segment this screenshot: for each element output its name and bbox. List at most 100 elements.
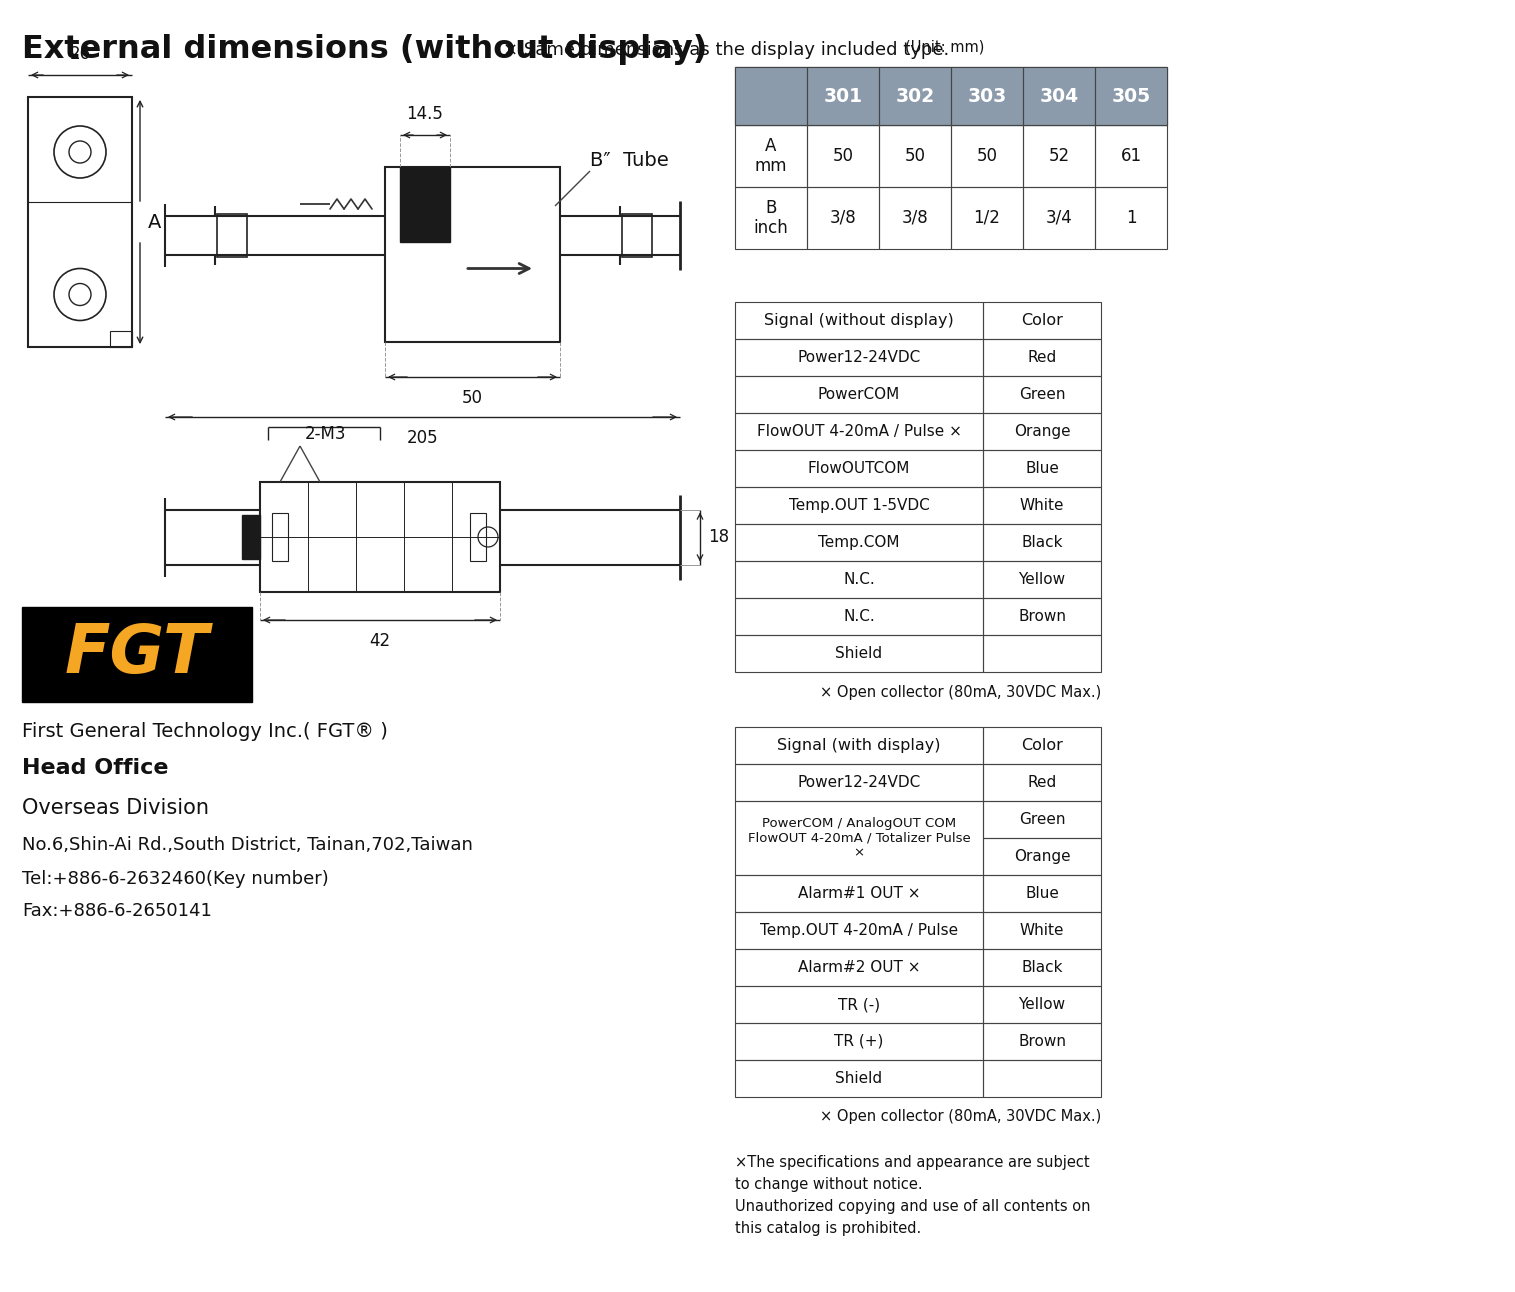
Bar	[735, 339, 983, 376]
Text: 303: 303	[968, 87, 1006, 106]
Bar	[217, 214, 247, 257]
Bar	[807, 67, 879, 125]
Bar	[983, 1059, 1101, 1097]
Bar	[735, 376, 983, 413]
Bar	[735, 525, 983, 561]
Bar	[983, 912, 1101, 950]
Text: to change without notice.: to change without notice.	[735, 1177, 923, 1193]
Text: Overseas Division: Overseas Division	[23, 798, 209, 818]
Bar	[735, 1023, 983, 1059]
Text: Signal (with display): Signal (with display)	[777, 738, 941, 753]
Bar	[735, 302, 983, 339]
Text: N.C.: N.C.	[844, 609, 874, 624]
Bar	[1023, 125, 1095, 187]
Text: Brown: Brown	[1018, 609, 1067, 624]
Bar	[983, 764, 1101, 801]
Text: 3/8: 3/8	[830, 209, 856, 227]
Bar	[983, 413, 1101, 450]
Text: Green: Green	[1018, 388, 1065, 402]
Text: this catalog is prohibited.: this catalog is prohibited.	[735, 1221, 921, 1236]
Bar	[470, 513, 486, 561]
Text: 18: 18	[708, 528, 729, 547]
Text: × Open collector (80mA, 30VDC Max.): × Open collector (80mA, 30VDC Max.)	[820, 1110, 1101, 1124]
Text: 52: 52	[1048, 147, 1070, 165]
Bar	[983, 302, 1101, 339]
Text: Orange: Orange	[1014, 849, 1070, 864]
Text: Black: Black	[1021, 535, 1062, 550]
Bar	[385, 167, 561, 342]
Text: Red: Red	[1027, 350, 1056, 366]
Bar	[983, 950, 1101, 986]
Text: TR (+): TR (+)	[835, 1034, 883, 1049]
Bar	[1095, 67, 1167, 125]
Text: Power12-24VDC: Power12-24VDC	[797, 350, 921, 366]
Bar	[983, 376, 1101, 413]
Text: Blue: Blue	[1026, 886, 1059, 901]
Text: 14.5: 14.5	[406, 105, 444, 123]
Text: Blue: Blue	[1026, 461, 1059, 475]
Text: 50: 50	[904, 147, 926, 165]
Bar	[23, 607, 251, 702]
Text: Green: Green	[1018, 811, 1065, 827]
Bar	[273, 513, 288, 561]
Bar	[1023, 187, 1095, 249]
Bar	[983, 986, 1101, 1023]
Bar	[879, 67, 951, 125]
Text: Signal (without display): Signal (without display)	[764, 313, 954, 328]
Bar	[983, 1023, 1101, 1059]
Text: Shield: Shield	[835, 646, 883, 662]
Text: B″  Tube: B″ Tube	[589, 151, 668, 171]
Bar	[735, 912, 983, 950]
Bar	[735, 1059, 983, 1097]
Text: 2-M3: 2-M3	[305, 425, 345, 443]
Bar	[735, 950, 983, 986]
Text: Yellow: Yellow	[1018, 572, 1065, 587]
Bar	[400, 167, 450, 242]
Bar	[735, 561, 983, 598]
Bar	[735, 801, 983, 875]
Bar	[983, 801, 1101, 839]
Text: 301: 301	[824, 87, 862, 106]
Text: Unauthorized copying and use of all contents on: Unauthorized copying and use of all cont…	[735, 1199, 1091, 1214]
Bar	[807, 187, 879, 249]
Bar	[735, 634, 983, 672]
Bar	[27, 97, 132, 348]
Text: TR (-): TR (-)	[838, 997, 880, 1012]
Text: 3/8: 3/8	[901, 209, 929, 227]
Text: Power12-24VDC: Power12-24VDC	[797, 775, 921, 789]
Text: Color: Color	[1021, 738, 1064, 753]
Bar	[735, 986, 983, 1023]
Text: A
mm: A mm	[754, 137, 788, 176]
Bar	[951, 125, 1023, 187]
Text: (Unit: mm): (Unit: mm)	[904, 40, 985, 56]
Text: 304: 304	[1039, 87, 1079, 106]
Bar	[983, 487, 1101, 525]
Bar	[983, 339, 1101, 376]
Bar	[951, 67, 1023, 125]
Bar	[735, 413, 983, 450]
Bar	[951, 187, 1023, 249]
Bar	[983, 634, 1101, 672]
Text: FlowOUTCOM: FlowOUTCOM	[807, 461, 911, 475]
Text: No.6,Shin-Ai Rd.,South District, Tainan,702,Taiwan: No.6,Shin-Ai Rd.,South District, Tainan,…	[23, 836, 473, 854]
Text: × Same dimensions as the display included type.: × Same dimensions as the display include…	[503, 41, 950, 59]
Text: First General Technology Inc.( FGT® ): First General Technology Inc.( FGT® )	[23, 722, 388, 742]
Bar	[879, 187, 951, 249]
Bar	[735, 450, 983, 487]
Text: 1: 1	[1126, 209, 1136, 227]
Bar	[735, 875, 983, 912]
Bar	[261, 482, 500, 592]
Bar	[623, 214, 651, 257]
Bar	[735, 598, 983, 634]
Text: Orange: Orange	[1014, 424, 1070, 439]
Bar	[1023, 67, 1095, 125]
Bar	[879, 125, 951, 187]
Bar	[735, 187, 807, 249]
Text: Head Office: Head Office	[23, 758, 168, 778]
Text: PowerCOM / AnalogOUT COM
FlowOUT 4-20mA / Totalizer Pulse
×: PowerCOM / AnalogOUT COM FlowOUT 4-20mA …	[747, 817, 971, 859]
Text: 205: 205	[406, 429, 438, 447]
Text: 26: 26	[70, 45, 91, 63]
Text: Tel:+886-6-2632460(Key number): Tel:+886-6-2632460(Key number)	[23, 870, 329, 888]
Bar	[735, 67, 807, 125]
Bar	[983, 450, 1101, 487]
